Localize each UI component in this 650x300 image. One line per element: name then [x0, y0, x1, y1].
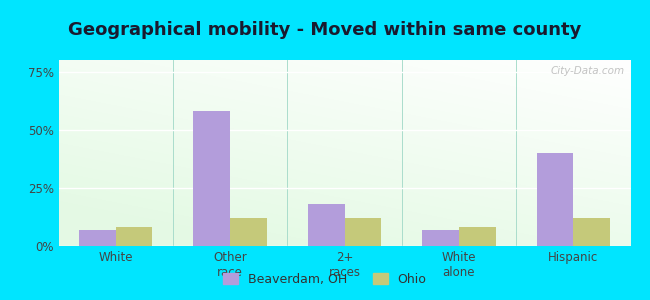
- Bar: [116, 227, 152, 246]
- Text: Geographical mobility - Moved within same county: Geographical mobility - Moved within sam…: [68, 21, 582, 39]
- Legend: Beaverdam, OH, Ohio: Beaverdam, OH, Ohio: [218, 268, 432, 291]
- Text: City-Data.com: City-Data.com: [551, 66, 625, 76]
- Bar: [459, 227, 495, 246]
- Bar: [308, 204, 344, 246]
- Bar: [230, 218, 266, 246]
- Bar: [344, 218, 381, 246]
- Bar: [422, 230, 459, 246]
- Bar: [79, 230, 116, 246]
- Bar: [194, 111, 230, 246]
- Bar: [573, 218, 610, 246]
- Bar: [537, 153, 573, 246]
